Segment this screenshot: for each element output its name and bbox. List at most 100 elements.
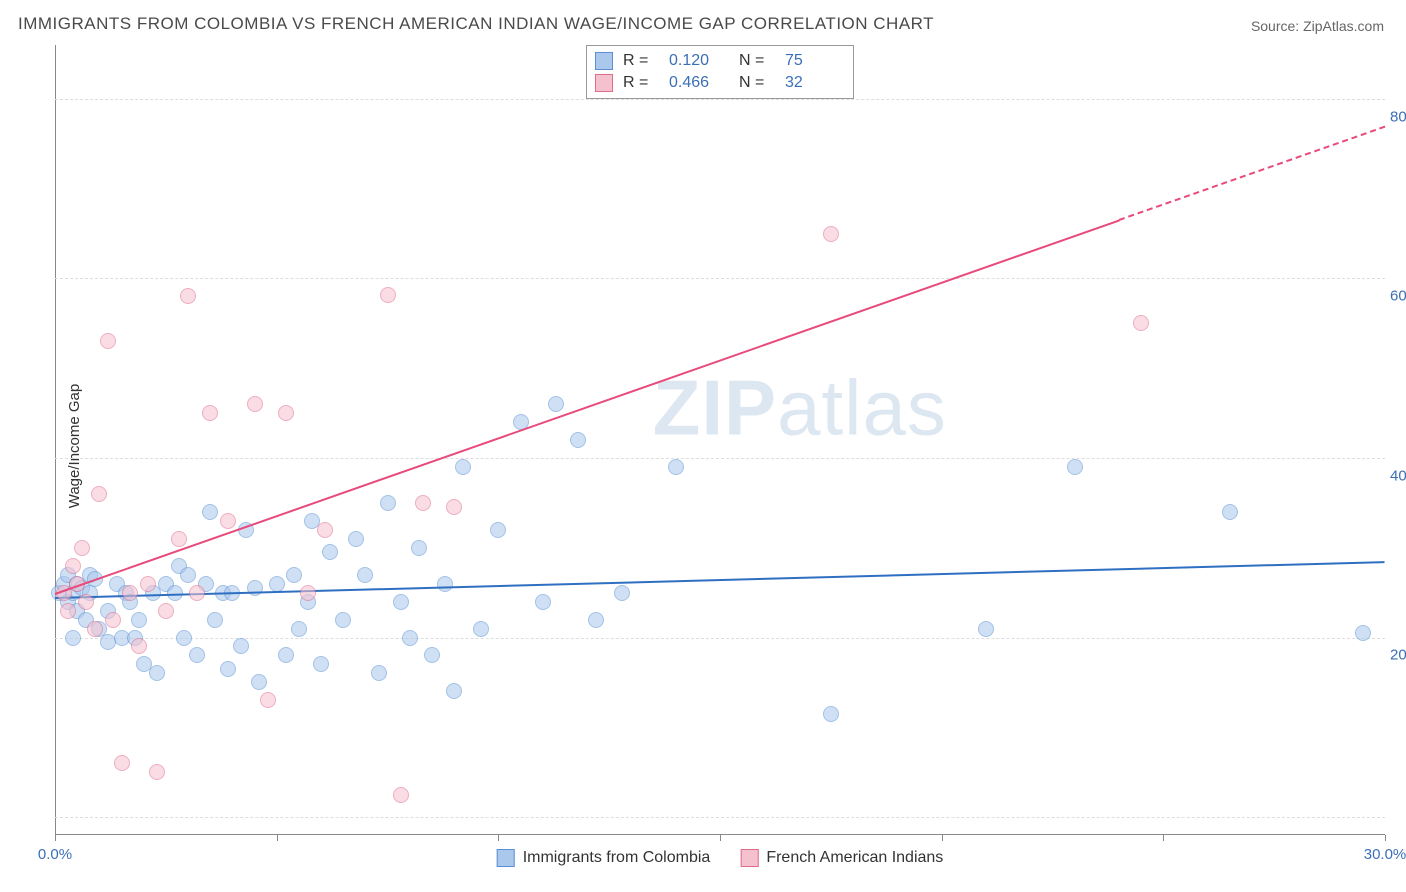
correlation-legend: R =0.120N =75R =0.466N =32 <box>586 45 854 99</box>
legend-item: Immigrants from Colombia <box>497 849 711 867</box>
legend-swatch <box>740 849 758 867</box>
source-label: Source: <box>1251 18 1303 34</box>
x-tick-mark <box>1163 835 1164 841</box>
legend-item: French American Indians <box>740 849 943 867</box>
data-point <box>149 764 165 780</box>
data-point <box>131 612 147 628</box>
data-point <box>446 683 462 699</box>
data-point <box>149 665 165 681</box>
data-point <box>247 396 263 412</box>
data-point <box>74 540 90 556</box>
data-point <box>176 630 192 646</box>
data-point <box>317 522 333 538</box>
data-point <box>251 674 267 690</box>
legend-r-value: 0.466 <box>669 74 729 92</box>
x-tick-mark <box>498 835 499 841</box>
data-point <box>668 459 684 475</box>
legend-r-label: R = <box>623 52 659 70</box>
chart-title: IMMIGRANTS FROM COLOMBIA VS FRENCH AMERI… <box>18 14 934 34</box>
legend-n-label: N = <box>739 74 775 92</box>
data-point <box>357 567 373 583</box>
x-tick-mark <box>720 835 721 841</box>
data-point <box>131 638 147 654</box>
watermark: ZIPatlas <box>653 363 947 454</box>
data-point <box>233 638 249 654</box>
data-point <box>1067 459 1083 475</box>
data-point <box>291 621 307 637</box>
data-point <box>202 405 218 421</box>
grid-line <box>55 817 1385 818</box>
data-point <box>78 594 94 610</box>
data-point <box>158 603 174 619</box>
data-point <box>220 661 236 677</box>
data-point <box>278 647 294 663</box>
x-tick-mark <box>1385 835 1386 841</box>
data-point <box>114 755 130 771</box>
x-tick-label: 0.0% <box>38 846 72 863</box>
legend-n-value: 32 <box>785 74 845 92</box>
legend-swatch <box>595 74 613 92</box>
data-point <box>473 621 489 637</box>
data-point <box>180 288 196 304</box>
legend-label: French American Indians <box>766 849 943 867</box>
data-point <box>189 647 205 663</box>
trend-line <box>1119 126 1386 221</box>
y-tick-label: 60.0% <box>1390 288 1406 305</box>
data-point <box>220 513 236 529</box>
legend-r-value: 0.120 <box>669 52 729 70</box>
data-point <box>87 621 103 637</box>
data-point <box>140 576 156 592</box>
source-link[interactable]: ZipAtlas.com <box>1303 18 1384 34</box>
data-point <box>122 585 138 601</box>
data-point <box>322 544 338 560</box>
watermark-light: atlas <box>777 364 947 452</box>
data-point <box>269 576 285 592</box>
x-tick-label: 30.0% <box>1364 846 1406 863</box>
x-tick-mark <box>55 835 56 841</box>
data-point <box>823 226 839 242</box>
data-point <box>202 504 218 520</box>
data-point <box>411 540 427 556</box>
data-point <box>614 585 630 601</box>
data-point <box>286 567 302 583</box>
data-point <box>455 459 471 475</box>
plot-region: ZIPatlas R =0.120N =75R =0.466N =32 20.0… <box>55 45 1385 835</box>
legend-swatch <box>595 52 613 70</box>
grid-line <box>55 278 1385 279</box>
grid-line <box>55 458 1385 459</box>
data-point <box>446 499 462 515</box>
data-point <box>588 612 604 628</box>
y-tick-label: 20.0% <box>1390 647 1406 664</box>
source-attribution: Source: ZipAtlas.com <box>1251 18 1384 34</box>
data-point <box>570 432 586 448</box>
data-point <box>1222 504 1238 520</box>
data-point <box>371 665 387 681</box>
series-legend: Immigrants from Colombia French American … <box>497 849 944 867</box>
data-point <box>393 594 409 610</box>
data-point <box>300 585 316 601</box>
data-point <box>335 612 351 628</box>
data-point <box>490 522 506 538</box>
data-point <box>180 567 196 583</box>
chart-area: ZIPatlas R =0.120N =75R =0.466N =32 20.0… <box>55 45 1385 835</box>
data-point <box>65 630 81 646</box>
data-point <box>823 706 839 722</box>
data-point <box>1133 315 1149 331</box>
data-point <box>535 594 551 610</box>
y-tick-label: 80.0% <box>1390 108 1406 125</box>
legend-n-label: N = <box>739 52 775 70</box>
data-point <box>348 531 364 547</box>
data-point <box>548 396 564 412</box>
data-point <box>424 647 440 663</box>
data-point <box>393 787 409 803</box>
data-point <box>1355 625 1371 641</box>
data-point <box>105 612 121 628</box>
data-point <box>415 495 431 511</box>
data-point <box>65 558 81 574</box>
data-point <box>402 630 418 646</box>
legend-row: R =0.466N =32 <box>595 72 845 94</box>
data-point <box>60 603 76 619</box>
data-point <box>91 486 107 502</box>
y-tick-label: 40.0% <box>1390 467 1406 484</box>
legend-n-value: 75 <box>785 52 845 70</box>
